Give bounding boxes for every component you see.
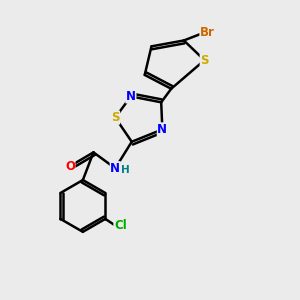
Text: N: N [110,162,120,175]
Text: S: S [111,111,119,124]
Text: Cl: Cl [114,219,127,232]
Text: Br: Br [200,26,215,39]
Text: N: N [158,123,167,136]
Text: N: N [126,90,136,103]
Text: H: H [121,165,129,175]
Text: O: O [65,160,75,173]
Text: S: S [200,54,209,67]
